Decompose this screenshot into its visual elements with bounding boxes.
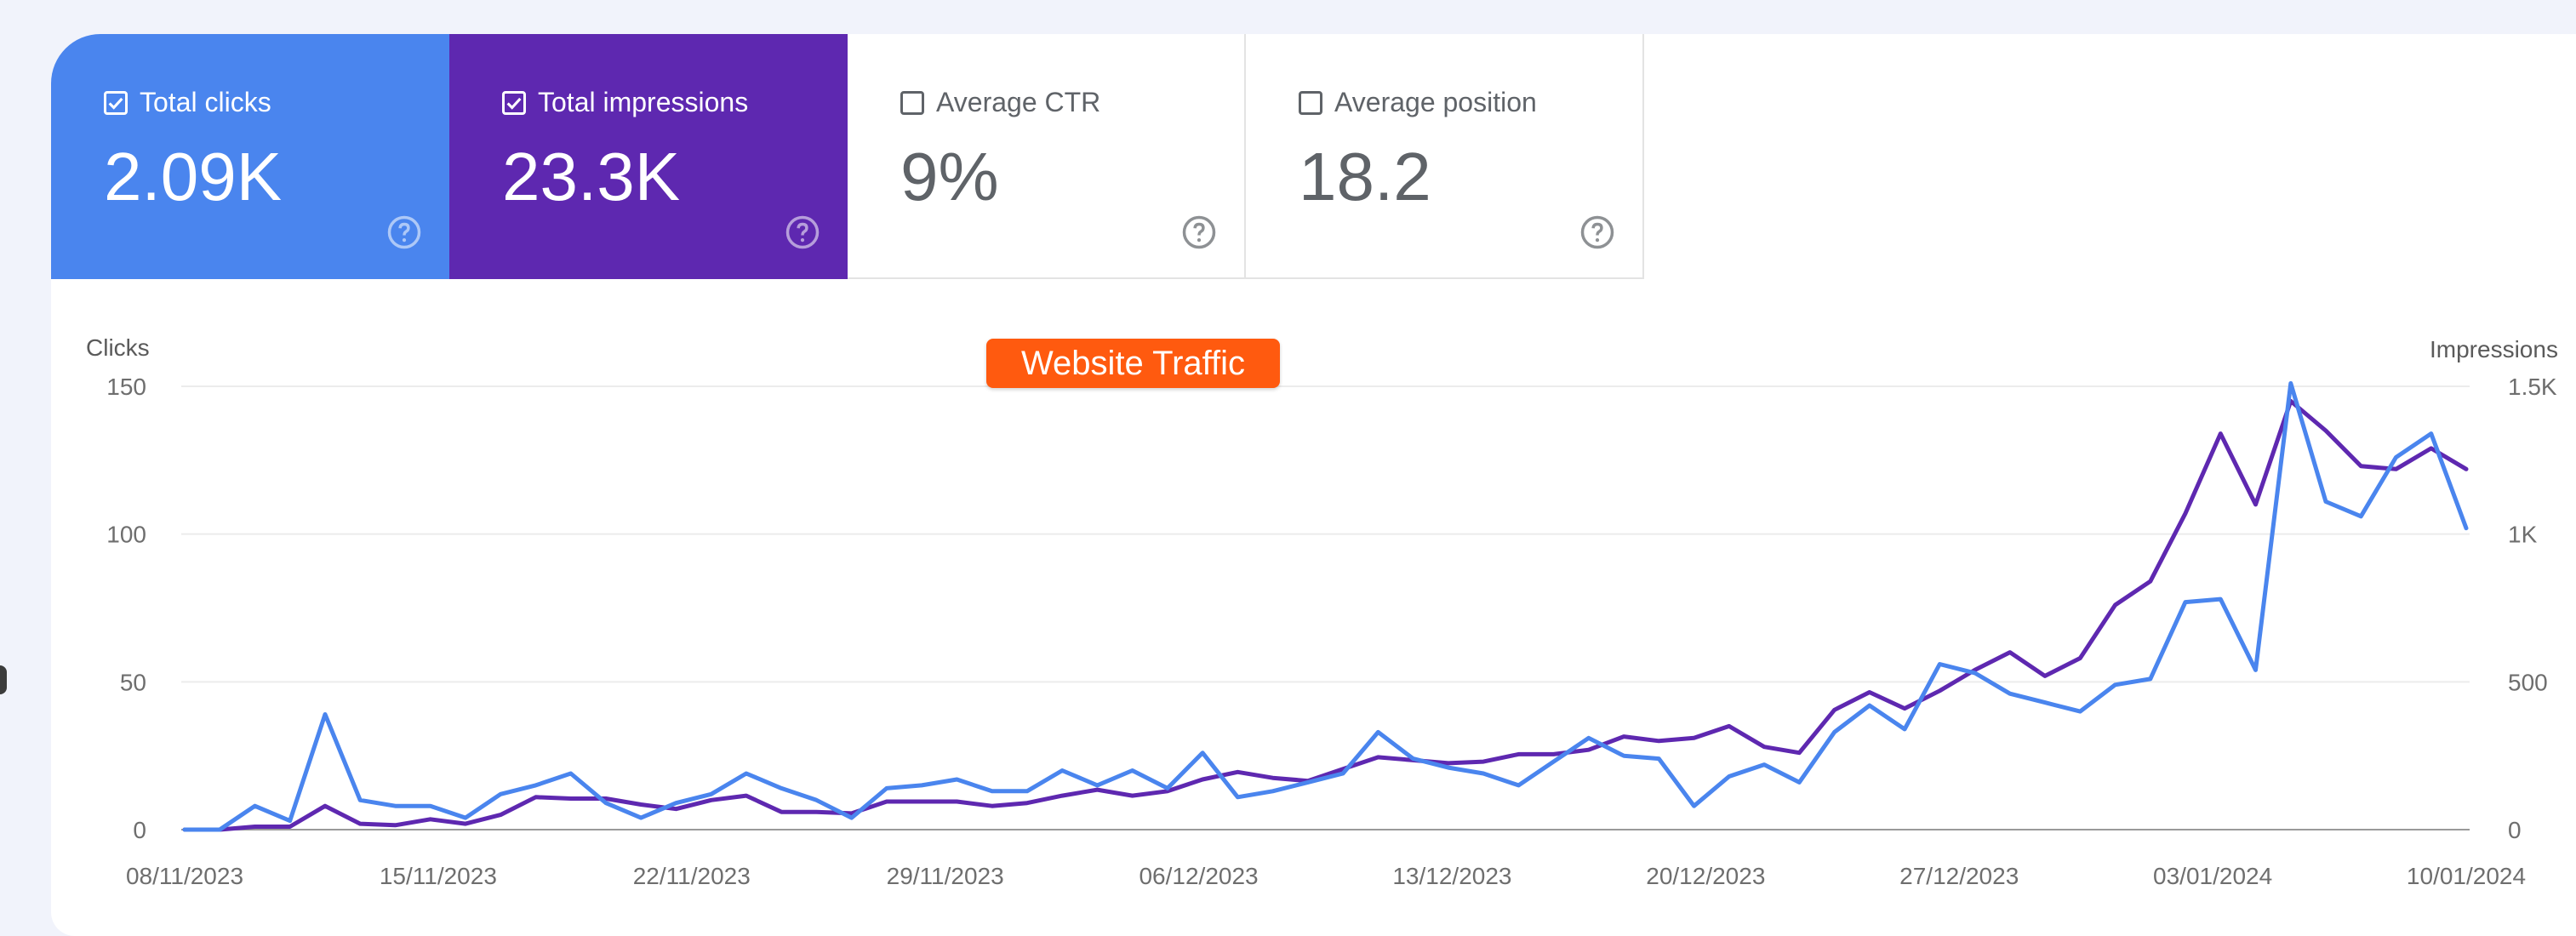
y-left-tick-label: 100 [106, 522, 146, 548]
y-right-tick-label: 0 [2508, 817, 2522, 843]
y-left-tick-label: 150 [106, 374, 146, 400]
side-marker [0, 665, 7, 694]
series-line-total-clicks [182, 381, 2469, 832]
y-left-axis-title: Clicks [86, 334, 150, 361]
x-tick-label: 08/11/2023 [126, 863, 243, 889]
checkbox-checked-icon[interactable] [502, 90, 526, 115]
y-right-axis-title: Impressions [2430, 336, 2558, 362]
help-icon[interactable] [785, 214, 820, 250]
help-icon[interactable] [386, 214, 422, 250]
metric-value: 18.2 [1299, 139, 1431, 214]
y-left-tick-label: 50 [120, 669, 146, 695]
y-left-tick-label: 0 [133, 817, 146, 843]
metric-value: 9% [900, 139, 999, 214]
x-tick-label: 13/12/2023 [1392, 863, 1511, 889]
y-right-tick-label: 1K [2508, 522, 2538, 548]
metric-total-impressions[interactable]: Total impressions 23.3K [449, 34, 848, 279]
metric-value: 2.09K [104, 139, 283, 214]
y-right-tick-label: 500 [2508, 669, 2548, 695]
metric-total-clicks[interactable]: Total clicks 2.09K [51, 34, 449, 279]
y-right-tick-label: 1.5K [2508, 374, 2557, 400]
metric-tiles: Total clicks 2.09K Total impressions 23.… [51, 34, 1644, 279]
x-tick-label: 10/01/2024 [2407, 863, 2526, 889]
series-line-total-impressions [182, 398, 2469, 832]
metric-average-ctr[interactable]: Average CTR 9% [848, 34, 1246, 279]
help-icon[interactable] [1579, 214, 1615, 250]
performance-card: Total clicks 2.09K Total impressions 23.… [51, 34, 2576, 936]
x-tick-label: 15/11/2023 [380, 863, 497, 889]
x-tick-label: 06/12/2023 [1139, 863, 1258, 889]
x-tick-label: 22/11/2023 [633, 863, 751, 889]
metric-label: Total impressions [538, 87, 749, 117]
checkbox-unchecked-icon[interactable] [1299, 90, 1322, 115]
x-tick-label: 29/11/2023 [887, 863, 1004, 889]
metric-value: 23.3K [502, 139, 681, 214]
x-tick-label: 27/12/2023 [1899, 863, 2019, 889]
metric-label: Total clicks [140, 87, 271, 117]
x-tick-label: 03/01/2024 [2153, 863, 2272, 889]
x-tick-label: 20/12/2023 [1646, 863, 1765, 889]
checkbox-checked-icon[interactable] [104, 90, 128, 115]
metric-average-position[interactable]: Average position 18.2 [1246, 34, 1644, 279]
website-traffic-label: Website Traffic [986, 339, 1280, 388]
metric-label: Average CTR [936, 87, 1101, 117]
metric-label: Average position [1334, 87, 1537, 117]
checkbox-unchecked-icon[interactable] [900, 90, 924, 115]
help-icon[interactable] [1181, 214, 1217, 250]
